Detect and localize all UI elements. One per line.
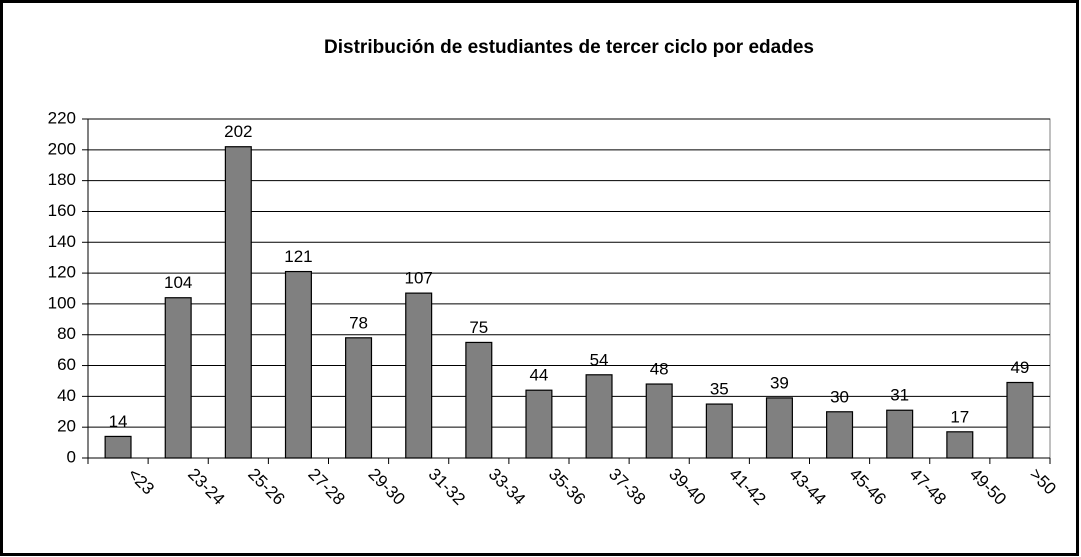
- y-tick-label: 40: [57, 386, 76, 405]
- bar: [946, 431, 974, 459]
- data-label: 14: [109, 412, 128, 431]
- bar: [104, 435, 132, 459]
- y-tick-label: 140: [48, 232, 76, 251]
- chart-title: Distribución de estudiantes de tercer ci…: [324, 37, 814, 58]
- data-label: 104: [164, 273, 192, 292]
- bar: [705, 403, 733, 459]
- y-tick-label: 180: [48, 170, 76, 189]
- y-tick-label: 20: [57, 417, 76, 436]
- bar: [164, 297, 192, 459]
- y-tick-label: 220: [48, 108, 76, 127]
- bar: [284, 270, 312, 459]
- bar: [405, 292, 433, 459]
- data-label: 31: [890, 386, 909, 405]
- data-label: 30: [830, 387, 849, 406]
- data-label: 17: [950, 407, 969, 426]
- data-label: 44: [529, 366, 548, 385]
- data-label: 39: [770, 373, 789, 392]
- bar: [765, 397, 793, 459]
- y-tick-label: 120: [48, 263, 76, 282]
- data-label: 121: [284, 247, 312, 266]
- data-label: 75: [469, 318, 488, 337]
- bar: [345, 337, 373, 459]
- y-tick-label: 60: [57, 355, 76, 374]
- y-tick-label: 160: [48, 201, 76, 220]
- bar: [645, 383, 673, 459]
- y-tick-label: 0: [67, 447, 76, 466]
- data-label: 54: [590, 350, 609, 369]
- bar: [826, 411, 854, 459]
- bar: [224, 146, 252, 459]
- bar: [1006, 381, 1034, 459]
- data-label: 202: [224, 122, 252, 141]
- y-tick-label: 200: [48, 139, 76, 158]
- bar: [886, 409, 914, 459]
- bar: [465, 341, 493, 459]
- data-label: 49: [1010, 358, 1029, 377]
- data-label: 35: [710, 380, 729, 399]
- data-label: 78: [349, 313, 368, 332]
- y-tick-label: 100: [48, 293, 76, 312]
- bar: [585, 374, 613, 459]
- data-label: 107: [405, 269, 433, 288]
- y-tick-label: 80: [57, 324, 76, 343]
- data-label: 48: [650, 360, 669, 379]
- bar: [525, 389, 553, 459]
